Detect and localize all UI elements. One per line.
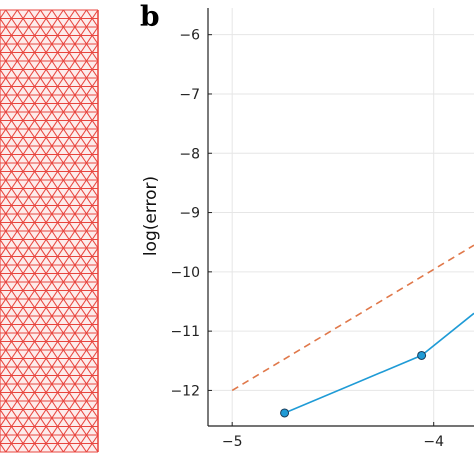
x-tick-labels: −5 −4: [222, 434, 444, 450]
x-tick-label: −4: [423, 434, 444, 450]
y-tick-label: −9: [179, 206, 200, 222]
y-tick-label: −10: [170, 265, 200, 281]
y-tick-label: −12: [170, 383, 200, 399]
mesh-edges: [0, 9, 99, 453]
y-tick-label: −7: [179, 87, 200, 103]
y-tick-label: −8: [179, 146, 200, 162]
x-tick-label: −5: [222, 434, 243, 450]
y-tick-label: −6: [179, 28, 200, 44]
y-axis-title: log(error): [141, 176, 161, 256]
error-convergence-chart: −12 −11 −10 −9 −8 −7 −6 −5 −4 log(error): [141, 8, 474, 450]
axes: [207, 8, 474, 427]
series-layer: [231, 244, 474, 418]
triangular-mesh: [0, 9, 99, 453]
error-data-point: [417, 350, 427, 360]
panel-label-b: b: [140, 0, 160, 33]
y-tick-labels: −12 −11 −10 −9 −8 −7 −6: [170, 28, 200, 400]
y-tick-label: −11: [170, 324, 200, 340]
error-data-point: [280, 408, 290, 418]
